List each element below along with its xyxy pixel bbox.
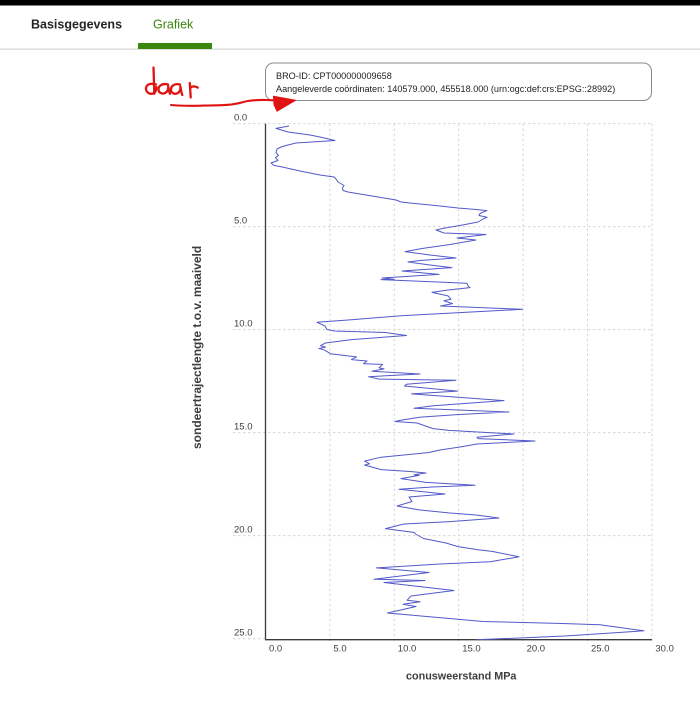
svg-text:conusweerstand MPa: conusweerstand MPa: [406, 671, 517, 683]
svg-text:15.0: 15.0: [462, 644, 481, 655]
svg-text:5.0: 5.0: [234, 215, 247, 226]
svg-text:Aangeleverde coördinaten: 1405: Aangeleverde coördinaten: 140579.000, 45…: [276, 84, 615, 94]
svg-text:0.0: 0.0: [234, 112, 247, 123]
svg-text:10.0: 10.0: [234, 318, 253, 329]
svg-text:0.0: 0.0: [269, 644, 282, 655]
svg-text:Grafiek: Grafiek: [153, 18, 194, 32]
svg-text:BRO-ID: CPT000000009658: BRO-ID: CPT000000009658: [276, 71, 392, 81]
svg-text:20.0: 20.0: [234, 524, 253, 535]
svg-text:10.0: 10.0: [398, 644, 417, 655]
svg-text:sondeertrajectlengte t.o.v. ma: sondeertrajectlengte t.o.v. maaiveld: [190, 246, 204, 449]
svg-text:Basisgegevens: Basisgegevens: [31, 18, 122, 32]
svg-text:25.0: 25.0: [591, 644, 610, 655]
svg-text:30.0: 30.0: [655, 644, 674, 655]
svg-text:5.0: 5.0: [333, 644, 346, 655]
svg-text:25.0: 25.0: [234, 627, 253, 638]
svg-text:15.0: 15.0: [234, 421, 253, 432]
svg-text:20.0: 20.0: [527, 644, 546, 655]
